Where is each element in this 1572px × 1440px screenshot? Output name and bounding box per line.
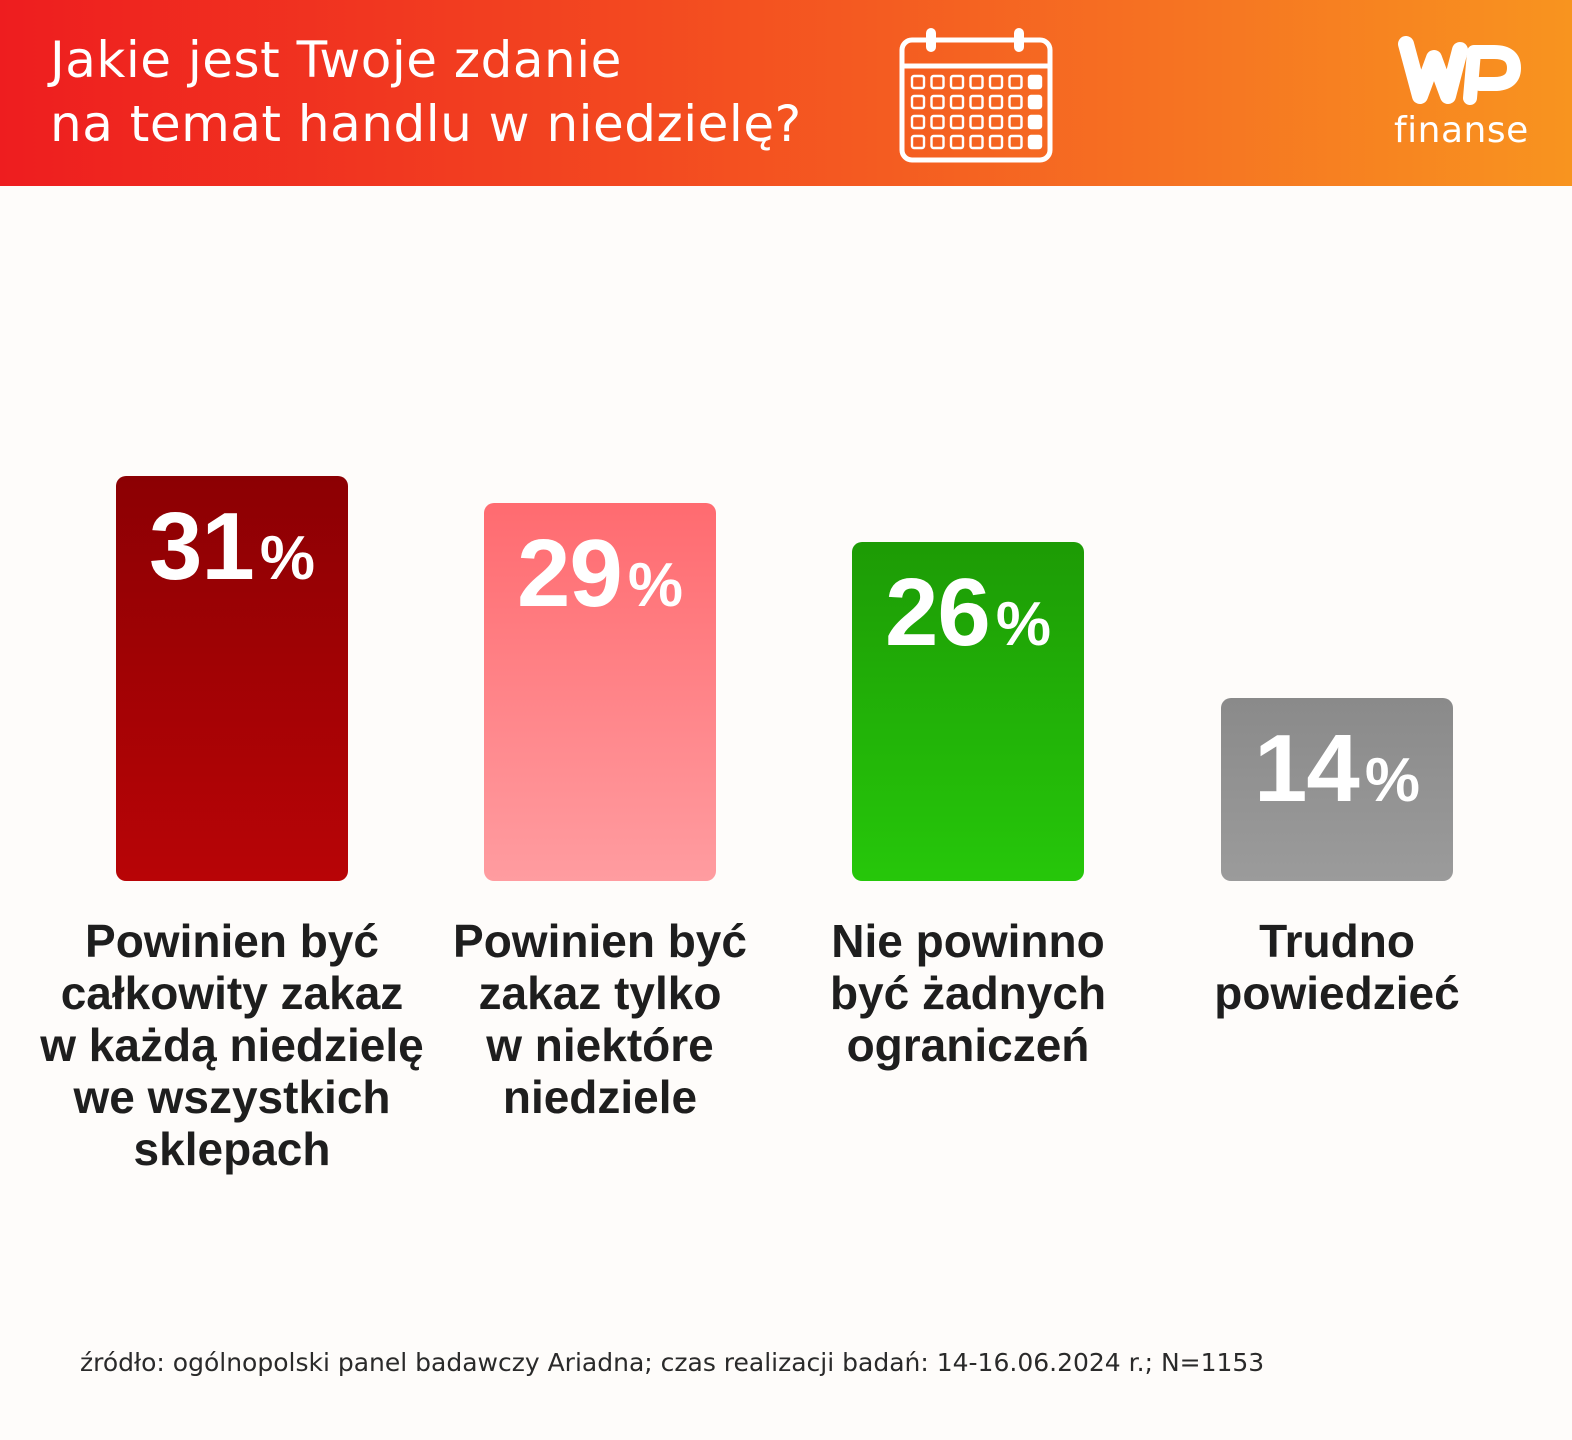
calendar-day-cell [969, 74, 984, 90]
bar-value-number: 14 [1254, 715, 1360, 823]
category-label-line: Trudno [1259, 915, 1415, 967]
category-label-1: Powinien być całkowity zakaz w każdą niedz… [37, 915, 427, 1175]
category-label-2: Powinien być zakaz tylko w niektóre niedzie… [405, 915, 795, 1123]
category-label-line: sklepach [133, 1123, 331, 1175]
calendar-day-cell [930, 94, 945, 110]
calendar-day-cell [1027, 94, 1043, 110]
bar-4 [1221, 698, 1453, 881]
calendar-day-cell [949, 114, 965, 130]
bar-2 [484, 502, 716, 881]
calendar-icon [899, 28, 1053, 163]
calendar-day-cell [1008, 134, 1023, 150]
category-label-line: powiedzieć [1214, 967, 1460, 1019]
calendar-day-cell [988, 74, 1004, 90]
calendar-day-cell [969, 134, 984, 150]
bar-value-unit: % [259, 524, 315, 594]
title-line-1: Jakie jest Twoje zdanie [50, 31, 622, 89]
calendar-day-cell [1008, 114, 1023, 130]
calendar-day-cell [930, 114, 945, 130]
calendar-day-cell [930, 134, 945, 150]
calendar-day-cell [1027, 114, 1043, 130]
category-label-line: we wszystkich [73, 1071, 391, 1123]
bar-3 [852, 541, 1084, 881]
bar-value-unit: % [627, 550, 683, 620]
calendar-day-cell [949, 94, 965, 110]
calendar-day-cell [910, 94, 926, 110]
calendar-day-cell [949, 74, 965, 90]
calendar-day-cell [910, 114, 926, 130]
calendar-day-cell [1027, 134, 1043, 150]
bar-chart: 31% Powinien być całkowity zakaz w każdą ni… [0, 186, 1572, 1440]
bar-value-unit: % [1364, 746, 1420, 816]
calendar-day-cell [910, 134, 926, 150]
logo-text: finanse [1394, 110, 1529, 151]
category-label-line: w każdą niedzielę [40, 1019, 424, 1071]
calendar-day-cell [910, 74, 926, 90]
bar-value-number: 29 [517, 519, 623, 627]
calendar-day-cell [988, 114, 1004, 130]
bar-value-label-2: 29% [484, 519, 716, 629]
category-label-line: zakaz tylko [478, 967, 722, 1019]
calendar-day-cell [988, 94, 1004, 110]
calendar-day-cell [1008, 94, 1023, 110]
bar-value-number: 26 [885, 558, 991, 666]
category-label-4: Trudno powiedzieć [1142, 915, 1532, 1019]
category-label-line: niedziele [502, 1071, 698, 1123]
calendar-day-cell [1008, 74, 1023, 90]
page-title: Jakie jest Twoje zdanie na temat handlu … [50, 28, 870, 156]
bar-value-unit: % [995, 589, 1051, 659]
header-banner: Jakie jest Twoje zdanie na temat handlu … [0, 0, 1572, 186]
calendar-day-cell [969, 94, 984, 110]
bar-1 [116, 476, 348, 881]
category-label-line: być żadnych [829, 967, 1107, 1019]
category-label-line: Powinien być [85, 915, 379, 967]
bar-value-label-1: 31% [116, 492, 348, 602]
calendar-day-cell [949, 134, 965, 150]
category-label-3: Nie powinno być żadnych ograniczeń [773, 915, 1163, 1071]
calendar-day-cell [988, 134, 1004, 150]
category-label-line: w niektóre [486, 1019, 714, 1071]
bar-value-number: 31 [149, 493, 255, 601]
category-label-line: Powinien być [453, 915, 747, 967]
bar-value-label-4: 14% [1221, 714, 1453, 824]
category-label-line: Nie powinno [831, 915, 1105, 967]
calendar-day-cell [930, 74, 945, 90]
category-label-line: całkowity zakaz [60, 967, 404, 1019]
title-line-2: na temat handlu w niedzielę? [50, 95, 802, 153]
bar-value-label-3: 26% [852, 558, 1084, 668]
category-label-line: ograniczeń [846, 1019, 1090, 1071]
calendar-day-cell [969, 114, 984, 130]
source-note: źródło: ogólnopolski panel badawczy Aria… [80, 1348, 1265, 1377]
wp-logo-icon [1398, 36, 1521, 105]
calendar-day-cell [1027, 74, 1043, 90]
